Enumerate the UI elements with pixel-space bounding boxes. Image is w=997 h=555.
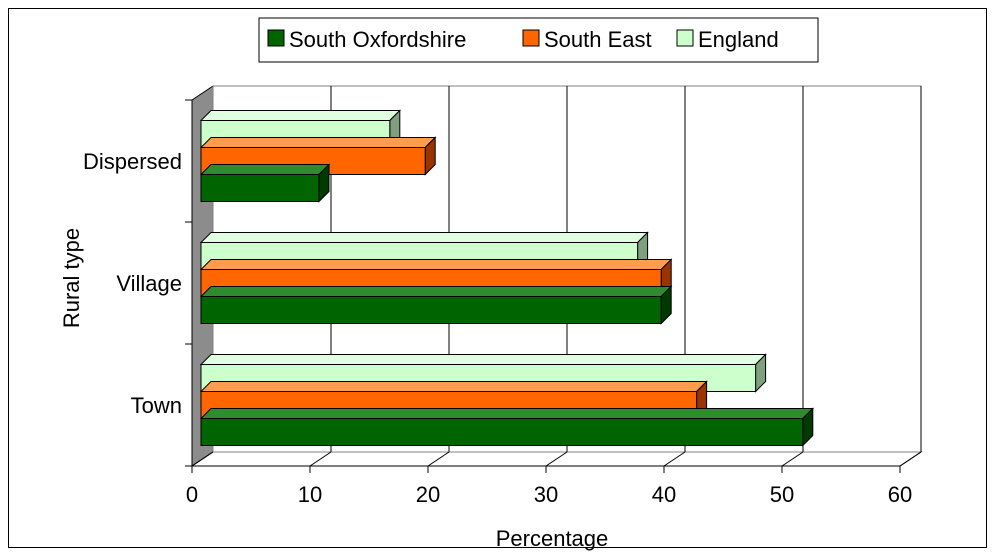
x-tick-label: 50	[770, 482, 794, 507]
floor-grid-line	[899, 451, 922, 467]
y-tick-label: Town	[131, 393, 182, 418]
bar-face	[200, 296, 662, 324]
x-tick-label: 60	[888, 482, 912, 507]
bar-top	[199, 381, 708, 392]
y-tick-label: Village	[116, 271, 182, 296]
legend-item: South Oxfordshire	[267, 27, 466, 52]
x-tick-label: 10	[298, 482, 322, 507]
bars	[199, 109, 815, 447]
bar-top	[199, 110, 402, 121]
x-axis-label: Percentage	[496, 526, 609, 551]
legend-label: South Oxfordshire	[289, 27, 466, 52]
floor-grid-line	[663, 451, 686, 467]
bar-top	[199, 408, 815, 419]
y-axis-label: Rural type	[59, 228, 84, 328]
x-tick-label: 40	[652, 482, 676, 507]
legend-item: England	[676, 27, 779, 52]
x-tick-label: 20	[416, 482, 440, 507]
bar	[199, 163, 331, 203]
floor-grid-line	[309, 451, 332, 467]
x-tick-label: 30	[534, 482, 558, 507]
floor-grid-line	[191, 451, 214, 467]
bar-top	[199, 164, 331, 175]
legend: South Oxfordshire South East England	[258, 17, 819, 63]
axes	[185, 99, 901, 473]
legend-swatch	[522, 29, 540, 47]
floor-grid-line	[781, 451, 804, 467]
bar-top	[199, 354, 767, 365]
bar-top	[199, 286, 673, 297]
floor-grid-line	[427, 451, 450, 467]
legend-swatch	[676, 29, 694, 47]
y-tick-label: Dispersed	[83, 149, 182, 174]
legend-label: England	[698, 27, 779, 52]
bar-top	[199, 137, 437, 148]
bar	[199, 285, 673, 325]
bar-top	[199, 259, 673, 270]
bar-face	[200, 174, 320, 202]
x-tick-label: 0	[186, 482, 198, 507]
bar	[199, 407, 815, 447]
bar-face	[200, 418, 804, 446]
tick-labels: 0 10 20 30 40 50 60 Town Village Dispersed	[83, 149, 912, 507]
legend-item: South East	[522, 27, 652, 52]
floor-grid-line	[545, 451, 568, 467]
legend-label: South East	[544, 27, 652, 52]
bar-top	[199, 232, 649, 243]
legend-swatch	[267, 29, 285, 47]
